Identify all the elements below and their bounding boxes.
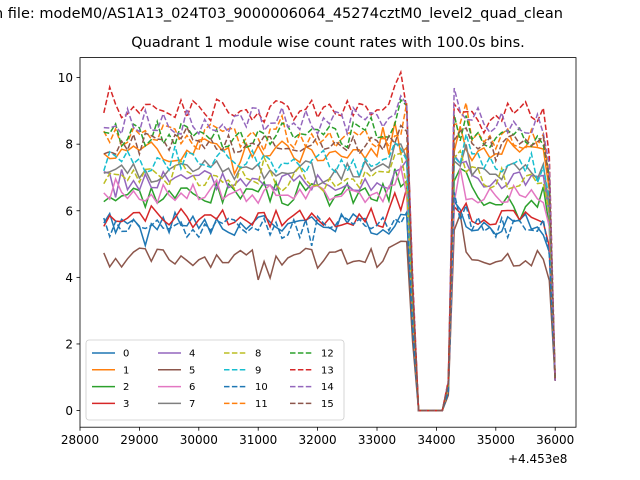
legend-label: 2 <box>123 382 129 393</box>
y-tick-label: 10 <box>58 71 73 85</box>
legend-label: 10 <box>255 382 268 393</box>
legend-label: 6 <box>189 382 195 393</box>
y-tick-label: 4 <box>65 271 73 285</box>
y-tick-label: 2 <box>65 337 73 351</box>
y-tick-label: 6 <box>65 204 73 218</box>
series-line-14 <box>103 87 556 412</box>
series-line-13 <box>103 69 556 412</box>
legend-label: 12 <box>321 349 334 360</box>
y-axis-ticks: 0 2 4 6 8 10 <box>58 71 80 418</box>
chart-title: Quadrant 1 module wise count rates with … <box>131 35 525 51</box>
x-tick-label: 36000 <box>536 433 574 447</box>
x-tick-label: 28000 <box>61 433 99 447</box>
legend-label: 14 <box>321 382 334 393</box>
series-line-10 <box>103 192 556 412</box>
figure-suptitle: n file: modeM0/AS1A13_024T03_9000006064_… <box>0 6 563 22</box>
series-line-9 <box>103 134 556 412</box>
series-line-5 <box>103 211 556 412</box>
legend-label: 4 <box>189 349 195 360</box>
series-line-8 <box>103 149 556 412</box>
series-line-4 <box>103 152 556 412</box>
y-tick-label: 0 <box>65 404 73 418</box>
x-axis-ticks: 28000 29000 30000 31000 32000 33000 34000 35000… <box>61 427 574 447</box>
legend-box <box>85 339 345 421</box>
x-tick-label: 35000 <box>477 433 515 447</box>
x-tick-label: 32000 <box>299 433 337 447</box>
x-tick-label: 31000 <box>239 433 277 447</box>
x-tick-label: 33000 <box>358 433 396 447</box>
legend-label: 0 <box>123 349 129 360</box>
x-tick-label: 30000 <box>180 433 218 447</box>
legend-label: 13 <box>321 365 334 376</box>
legend-label: 9 <box>255 365 261 376</box>
series-line-6 <box>103 164 556 412</box>
series-line-15 <box>103 124 556 412</box>
y-tick-label: 8 <box>65 138 73 152</box>
legend-label: 15 <box>321 399 334 410</box>
legend-label: 3 <box>123 399 129 410</box>
plot-frame <box>79 57 577 428</box>
x-tick-label: 34000 <box>417 433 455 447</box>
series-line-2 <box>103 167 556 412</box>
legend-label: 7 <box>189 399 195 410</box>
x-tick-label: 29000 <box>120 433 158 447</box>
legend-label: 8 <box>255 349 261 360</box>
series-line-12 <box>103 98 556 412</box>
legend-label: 11 <box>255 399 268 410</box>
series-lines <box>103 69 556 412</box>
legend-label: 1 <box>123 365 129 376</box>
legend-label: 5 <box>189 365 195 376</box>
x-axis-offset-text: +4.453e8 <box>508 452 568 466</box>
